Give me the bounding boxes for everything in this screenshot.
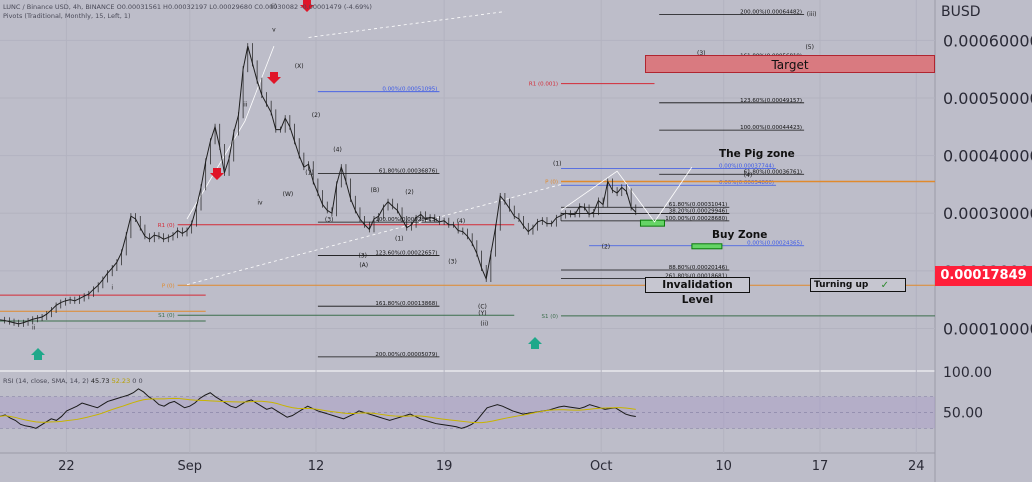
fib-label: 123.60%(0.00022657) <box>375 251 437 257</box>
wave-label: i <box>111 284 113 291</box>
wave-label: (ii) <box>480 321 488 328</box>
wave-label: (2) <box>312 112 321 119</box>
pig-zone-label: The Pig zone <box>719 148 795 160</box>
wave-label: (3) <box>448 258 457 265</box>
x-tick-label: Sep <box>178 459 203 474</box>
wave-label: (1) <box>395 235 404 242</box>
target-zone: Target <box>645 55 935 73</box>
wave-label: iv <box>257 200 263 207</box>
fib-label: 61.80%(0.00036761) <box>744 169 803 175</box>
currency-label: BUSD <box>941 4 981 20</box>
rsi-label: RSI (14, close, SMA, 14, 2) <box>3 377 89 385</box>
turning-up-box: Turning up ✓ <box>810 278 906 292</box>
x-tick-label: 12 <box>308 459 325 474</box>
wave-label: (1) <box>305 170 314 177</box>
wave-label: (B) <box>371 187 380 194</box>
x-tick-label: 24 <box>908 459 925 474</box>
buy-zone-box <box>691 243 723 250</box>
check-icon: ✓ <box>880 280 889 291</box>
wave-label: (4) <box>744 172 753 179</box>
invalidation-level-label: Invalidation Level <box>645 277 750 306</box>
turning-up-label: Turning up <box>814 280 869 290</box>
sell-arrow-icon <box>267 72 281 84</box>
rsi-sma-value: 52.23 <box>111 377 131 385</box>
wave-label: (W) <box>283 191 294 198</box>
symbol-header: LUNC / Binance USD, 4h, BINANCE O0.00031… <box>3 3 372 11</box>
rsi-axis-label-50: 50.00 <box>943 406 983 422</box>
rsi-value: 45.73 <box>90 377 110 385</box>
ohlc-values: O0.00031561 H0.00032197 L0.00029680 C0.0… <box>116 3 372 11</box>
fib-label: 88.80%(0.00020146) <box>669 265 728 271</box>
y-tick-label: 0.00010000 <box>943 320 1032 339</box>
wave-projection <box>560 166 693 223</box>
y-tick-label: 0.00060000 <box>943 31 1032 50</box>
price-line <box>0 45 637 325</box>
trend-line <box>186 184 562 286</box>
pivot-label: R1 (0) <box>158 223 175 229</box>
rsi-line <box>0 388 636 429</box>
fib-label: 200.00%(0.00064482) <box>740 10 802 16</box>
wave-projection <box>186 45 275 220</box>
fib-label: 38.20%(0.00029946) <box>669 209 728 215</box>
wave-label: (4) <box>457 218 466 225</box>
fib-label: 261.80%(0.00018681) <box>665 273 727 279</box>
y-tick-label: 0.00050000 <box>943 89 1032 108</box>
x-tick-label: 10 <box>715 459 732 474</box>
fib-label: 123.60%(0.00049157) <box>740 98 802 104</box>
wave-label: (3) <box>359 253 368 260</box>
pivot-label: S1 (0) <box>541 314 558 320</box>
rsi-axis-label-100: 100.00 <box>943 365 992 381</box>
pivot-label: P (0) <box>162 283 175 289</box>
x-tick-label: Oct <box>590 459 612 474</box>
wave-label: (4) <box>333 147 342 154</box>
fib-label: 61.80%(0.00036876) <box>379 169 438 175</box>
y-tick-label: 0.00030000 <box>943 204 1032 223</box>
wave-label: v <box>272 27 276 34</box>
pivot-label: S1 (0) <box>158 313 175 319</box>
x-tick-label: 22 <box>58 459 75 474</box>
symbol-label: LUNC / Binance USD, 4h, BINANCE <box>3 3 115 11</box>
wave-label: iii <box>242 102 247 109</box>
wave-label: (iii) <box>807 11 817 18</box>
fib-label: 61.80%(0.00031041) <box>669 202 728 208</box>
last-price-badge: 0.00017849 <box>935 266 1032 286</box>
wave-label: (2) <box>405 189 414 196</box>
pivot-label: R1 (0.001) <box>529 82 558 88</box>
y-tick-label: 0.00040000 <box>943 147 1032 166</box>
indicator-header: Pivots (Traditional, Monthly, 15, Left, … <box>3 12 131 20</box>
fib-label: 100.00%(0.00028680) <box>665 216 727 222</box>
sell-arrow-icon <box>300 0 314 12</box>
wave-label: (2) <box>602 243 611 250</box>
wave-label: (5) <box>805 44 814 51</box>
wave-label: (3) <box>697 50 706 57</box>
fib-label: 100.00%(0.00044423) <box>740 125 802 131</box>
rsi-header: RSI (14, close, SMA, 14, 2) 45.73 52.23 … <box>3 377 143 385</box>
wave-label: (1) <box>553 160 562 167</box>
fib-label: 0.00%(0.00024365) <box>747 241 802 247</box>
wave-label: (A) <box>359 262 368 269</box>
rsi-zeros: 0 0 <box>132 377 143 385</box>
sell-arrow-icon <box>210 168 224 180</box>
wave-label: ii <box>32 324 36 331</box>
rsi-sma-line <box>0 397 636 424</box>
wave-label: (X) <box>295 63 304 70</box>
fib-label: 0.00%(0.00034860) <box>719 180 774 186</box>
x-tick-label: 19 <box>436 459 453 474</box>
wave-label: (3) <box>325 216 334 223</box>
wave-label: (i) <box>271 4 277 11</box>
fib-label: 161.80%(0.00013868) <box>375 301 437 307</box>
fib-label: 200.00%(0.00005079) <box>375 352 437 358</box>
buy-zone-box <box>639 219 665 227</box>
fib-label: 0.00%(0.00051095) <box>382 87 437 93</box>
buy-arrow-icon <box>31 348 45 360</box>
buy-arrow-icon <box>528 337 542 349</box>
wave-label: (Y) <box>478 310 486 317</box>
pivot-label: P (0) <box>545 180 558 186</box>
x-tick-label: 17 <box>812 459 829 474</box>
fib-label: 0.00%(0.00037744) <box>719 164 774 170</box>
buy-zone-label: Buy Zone <box>712 229 768 241</box>
wave-label: (C) <box>478 303 487 310</box>
